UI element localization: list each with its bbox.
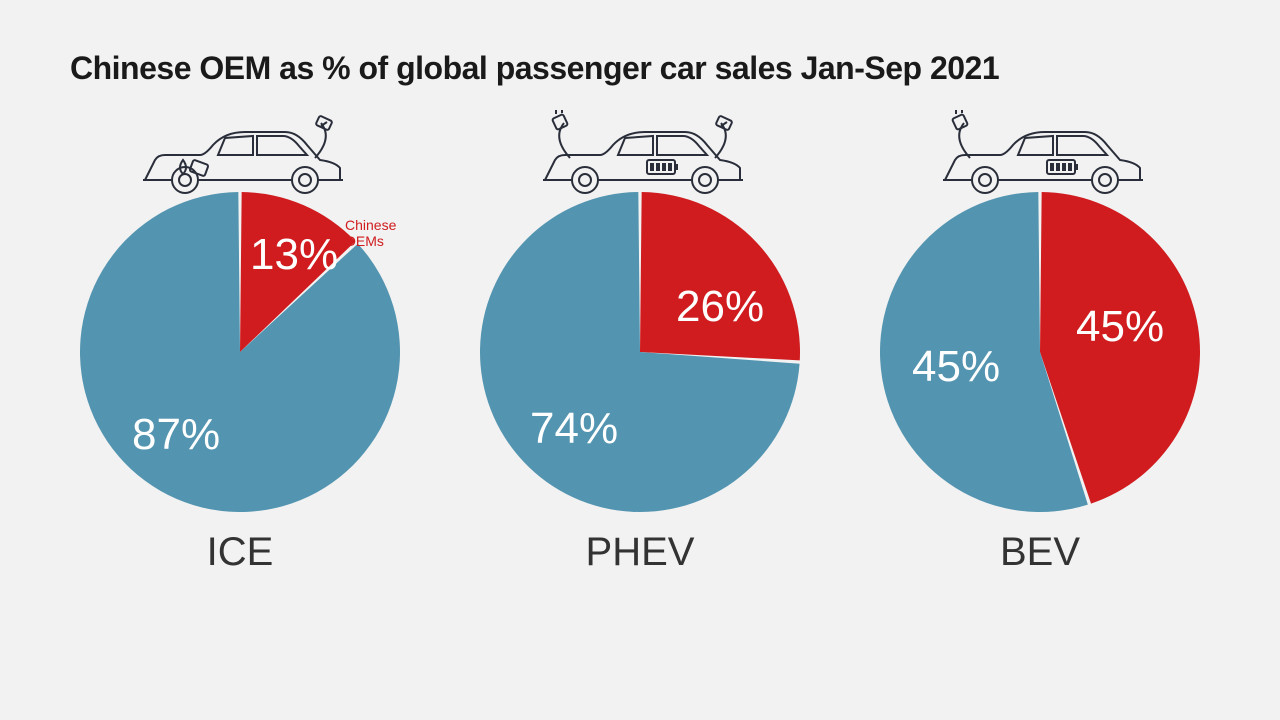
car-ice-icon: [125, 110, 355, 200]
chart-title: Chinese OEM as % of global passenger car…: [70, 50, 999, 87]
pie-phev-minority-pct: 26%: [676, 282, 764, 332]
pie-bev: 45% 45%: [880, 192, 1200, 512]
annotation-chinese-oems: Chinese OEMs: [345, 217, 400, 249]
chart-phev-label: PHEV: [586, 530, 695, 575]
charts-row: 13% 87% Chinese OEMs ICE 26% 74% PHEV 45…: [0, 110, 1280, 575]
chart-ice: 13% 87% Chinese OEMs ICE: [80, 110, 400, 575]
pie-phev: 26% 74%: [480, 192, 800, 512]
chart-phev: 26% 74% PHEV: [480, 110, 800, 575]
chart-bev-label: BEV: [1000, 530, 1080, 575]
car-bev-icon: [925, 110, 1155, 200]
pie-ice: 13% 87% Chinese OEMs: [80, 192, 400, 512]
pie-bev-majority-pct: 45%: [912, 342, 1000, 392]
chart-ice-label: ICE: [207, 530, 274, 575]
pie-ice-majority-pct: 87%: [132, 410, 220, 460]
chart-bev: 45% 45% BEV: [880, 110, 1200, 575]
pie-ice-minority-pct: 13%: [250, 230, 338, 280]
car-phev-icon: [525, 110, 755, 200]
pie-phev-majority-pct: 74%: [530, 404, 618, 454]
pie-bev-minority-pct: 45%: [1076, 302, 1164, 352]
pie-phev-svg: [480, 192, 800, 512]
